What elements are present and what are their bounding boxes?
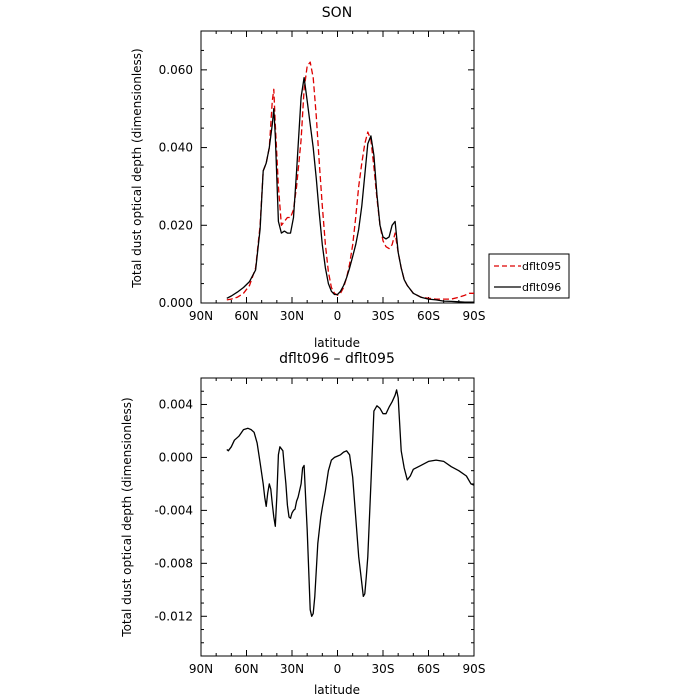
bottom-panel: dflt096 – dflt095 latitude Total dust op… (120, 351, 485, 697)
top-panel: SON latitude Total dust optical depth (d… (130, 5, 485, 350)
bottom-x-tick-label: 30S (372, 662, 395, 676)
bottom-x-tick-label: 0 (334, 662, 342, 676)
top-x-tick-label: 60S (417, 309, 440, 323)
bottom-y-tick-label: 0.000 (159, 450, 193, 464)
legend: dflt095 dflt096 (488, 253, 570, 299)
bottom-series-difference-line (226, 389, 475, 617)
top-series-dflt096-line (226, 76, 474, 303)
top-y-tick-label: 0.020 (159, 218, 193, 232)
bottom-y-tick-label: -0.004 (154, 503, 193, 517)
bottom-chart-title: dflt096 – dflt095 (279, 351, 395, 367)
top-y-tick-label: 0.060 (159, 63, 193, 77)
top-y-tick-label: 0.000 (159, 296, 193, 310)
bottom-x-tick-label: 90S (463, 662, 486, 676)
top-x-tick-label: 30N (280, 309, 304, 323)
legend-label-dflt095: dflt095 (522, 260, 561, 273)
bottom-y-axis-label: Total dust optical depth (dimensionless) (120, 397, 134, 637)
top-x-tick-label: 0 (334, 309, 342, 323)
top-plot-frame (200, 30, 475, 304)
top-x-axis-label: latitude (314, 336, 360, 350)
bottom-x-tick-label: 60N (234, 662, 258, 676)
bottom-x-tick-label: 90N (189, 662, 213, 676)
top-x-tick-label: 60N (234, 309, 258, 323)
top-chart-title: SON (322, 5, 352, 21)
bottom-x-tick-label: 60S (417, 662, 440, 676)
legend-box (488, 253, 570, 299)
bottom-x-axis-label: latitude (314, 683, 360, 697)
bottom-plot-frame (200, 377, 475, 657)
bottom-y-tick-label: -0.012 (154, 609, 193, 623)
bottom-y-tick-label: 0.004 (159, 397, 193, 411)
top-y-tick-label: 0.040 (159, 141, 193, 155)
top-y-axis-label: Total dust optical depth (dimensionless) (130, 48, 144, 288)
legend-label-dflt096: dflt096 (522, 281, 561, 294)
bottom-y-tick-label: -0.008 (154, 556, 193, 570)
top-x-tick-label: 90S (463, 309, 486, 323)
top-x-tick-label: 30S (372, 309, 395, 323)
top-x-tick-label: 90N (189, 309, 213, 323)
bottom-x-tick-label: 30N (280, 662, 304, 676)
